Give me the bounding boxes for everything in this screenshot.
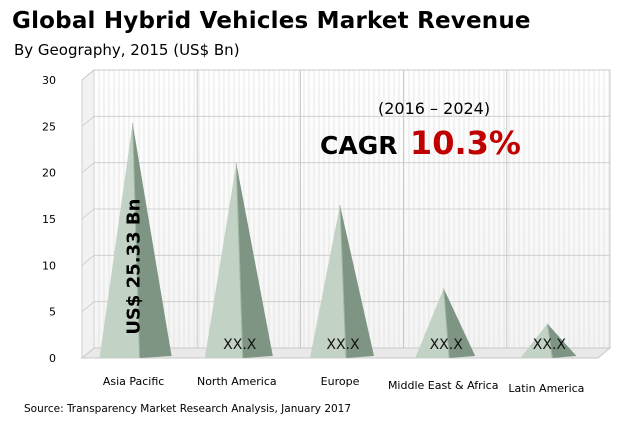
y-tick-label: 20 [42, 167, 56, 180]
pyramid-2 [204, 163, 273, 359]
category-label: Middle East & Africa [388, 379, 499, 392]
grid-line-side [81, 255, 95, 266]
chart-subtitle: By Geography, 2015 (US$ Bn) [14, 41, 240, 59]
pyramid-face-side [340, 205, 374, 358]
pyramid-edge [235, 163, 244, 359]
pyramid-face-front [520, 323, 553, 358]
cagr-annotation: CAGR 10.3% [320, 124, 521, 162]
grid-line-side [81, 116, 95, 127]
y-axis-ticks: 0 5 10 15 20 25 30 [42, 74, 56, 365]
y-tick-label: 30 [42, 74, 56, 87]
y-tick-label: 0 [49, 352, 56, 365]
pyramid-edge [132, 123, 141, 359]
grid-line-side [81, 347, 95, 359]
pyramid-edge [339, 205, 347, 359]
pyramid-face-side [547, 323, 577, 358]
source-note: Source: Transparency Market Research Ana… [24, 403, 352, 415]
pyramid-face-front [99, 123, 140, 358]
data-label: XX.X [430, 337, 464, 353]
y-tick-label: 10 [42, 259, 56, 272]
pyramid-edge [546, 323, 553, 359]
pyramid-face-side [443, 288, 476, 358]
grid-line-side [81, 208, 95, 220]
category-label: Latin America [508, 382, 584, 395]
data-label-rotated: US$ 25.33 Bn [124, 199, 145, 335]
data-label: XX.X [326, 337, 360, 353]
cagr-value: 10.3% [410, 124, 521, 162]
data-label: XX.X [223, 337, 257, 353]
category-label: Europe [321, 375, 360, 388]
grid-line-side [81, 301, 95, 312]
pyramid-5 [520, 323, 577, 359]
category-labels: Asia Pacific North America Europe Middle Ea… [103, 375, 585, 395]
data-label: XX.X [533, 337, 567, 353]
chart-title: Global Hybrid Vehicles Market Revenue [12, 8, 531, 34]
pyramid-face-front [204, 163, 243, 358]
category-label: North America [197, 375, 277, 388]
pyramid-face-side [236, 163, 273, 358]
grid-line-side [81, 69, 95, 81]
data-labels: US$ 25.33 Bn XX.X XX.X XX.X XX.X [124, 199, 567, 353]
cagr-period: (2016 – 2024) [378, 99, 490, 118]
pyramid-face-side [132, 123, 172, 358]
cagr-label: CAGR [320, 131, 397, 160]
pyramid-4 [415, 288, 476, 359]
pyramid-layer [99, 123, 577, 359]
category-label: Asia Pacific [103, 375, 165, 388]
y-tick-label: 25 [42, 120, 56, 133]
y-tick-label: 15 [42, 213, 56, 226]
y-tick-label: 5 [49, 306, 56, 319]
pyramid-edge [443, 288, 450, 359]
pyramid-face-front [310, 205, 346, 358]
pyramid-1 [99, 123, 172, 359]
grid-line-side [81, 162, 95, 173]
pyramid-face-front [415, 288, 450, 358]
pyramid-3 [310, 205, 374, 359]
